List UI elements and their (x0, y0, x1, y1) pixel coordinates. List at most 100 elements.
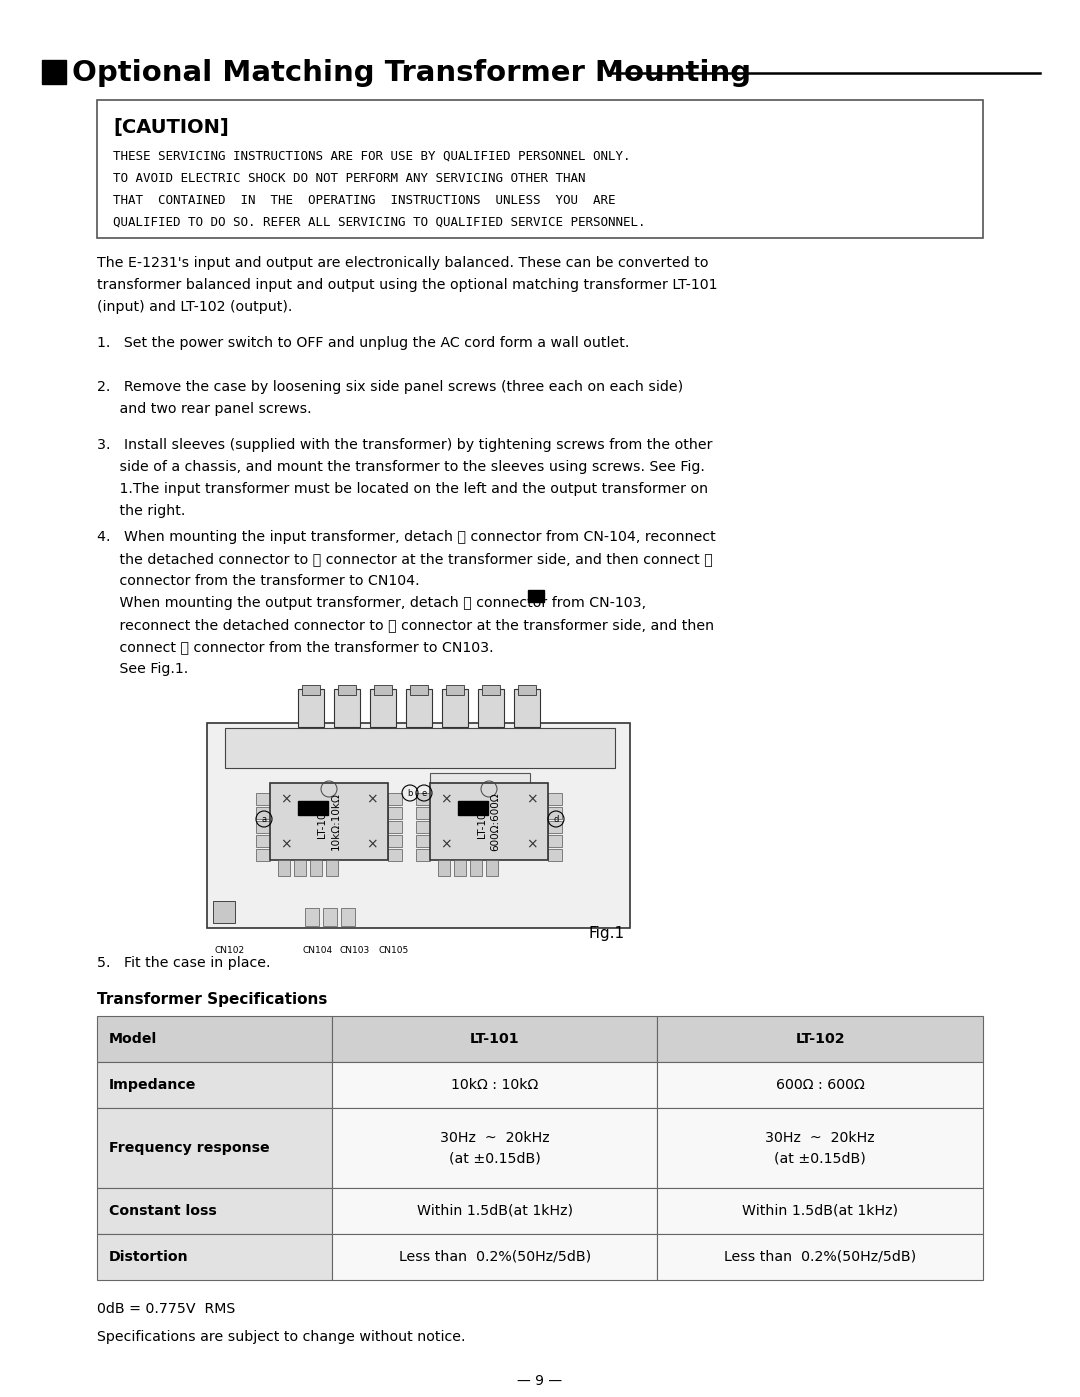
Bar (207, 724, 630, 928)
Text: Specifications are subject to change without notice.: Specifications are subject to change wit… (97, 1330, 465, 1344)
Text: ×: × (441, 792, 451, 806)
Bar (430, 782, 548, 861)
Text: ×: × (366, 792, 378, 806)
Bar (416, 835, 430, 847)
Text: the right.: the right. (97, 504, 186, 518)
Text: Impedance: Impedance (109, 1078, 197, 1092)
Bar (486, 861, 498, 876)
Bar (442, 689, 468, 726)
Bar (470, 861, 482, 876)
Bar (326, 861, 338, 876)
Text: 1.The input transformer must be located on the left and the output transformer o: 1.The input transformer must be located … (97, 482, 708, 496)
Bar (332, 1062, 658, 1108)
Text: [CAUTION]: [CAUTION] (113, 117, 229, 137)
Bar (334, 689, 360, 726)
Bar (97, 1016, 332, 1062)
Bar (458, 800, 488, 814)
Text: LT-102
600Ω:600Ω: LT-102 600Ω:600Ω (477, 792, 501, 851)
Bar (438, 861, 450, 876)
Bar (270, 782, 388, 861)
Bar (658, 1187, 983, 1234)
Text: and two rear panel screws.: and two rear panel screws. (97, 402, 312, 416)
Bar (518, 685, 536, 694)
Bar (256, 835, 270, 847)
Bar (388, 793, 402, 805)
Text: b: b (407, 788, 413, 798)
Bar (478, 689, 504, 726)
Text: Within 1.5dB(at 1kHz): Within 1.5dB(at 1kHz) (417, 1204, 572, 1218)
Text: a: a (261, 814, 267, 823)
Bar (97, 1234, 332, 1280)
Bar (446, 685, 464, 694)
Bar (416, 821, 430, 833)
Bar (294, 861, 306, 876)
Text: CN103: CN103 (340, 946, 370, 956)
Text: 2.   Remove the case by loosening six side panel screws (three each on each side: 2. Remove the case by loosening six side… (97, 380, 684, 394)
Text: CN104: CN104 (302, 946, 333, 956)
Bar (278, 861, 291, 876)
Text: ×: × (526, 792, 538, 806)
Bar (225, 728, 615, 768)
Bar (658, 1234, 983, 1280)
Text: QUALIFIED TO DO SO. REFER ALL SERVICING TO QUALIFIED SERVICE PERSONNEL.: QUALIFIED TO DO SO. REFER ALL SERVICING … (113, 217, 646, 229)
Text: (input) and LT-102 (output).: (input) and LT-102 (output). (97, 300, 293, 314)
Text: 5.   Fit the case in place.: 5. Fit the case in place. (97, 956, 270, 970)
Text: LT-101: LT-101 (470, 1032, 519, 1046)
Text: 0dB = 0.775V  RMS: 0dB = 0.775V RMS (97, 1302, 235, 1316)
Bar (416, 807, 430, 819)
Text: TO AVOID ELECTRIC SHOCK DO NOT PERFORM ANY SERVICING OTHER THAN: TO AVOID ELECTRIC SHOCK DO NOT PERFORM A… (113, 172, 585, 184)
Text: 3.   Install sleeves (supplied with the transformer) by tightening screws from t: 3. Install sleeves (supplied with the tr… (97, 439, 713, 453)
Bar (332, 1187, 658, 1234)
Text: Constant loss: Constant loss (109, 1204, 217, 1218)
Bar (42, 60, 66, 84)
Text: connector from the transformer to CN104.: connector from the transformer to CN104. (97, 574, 420, 588)
Bar (305, 908, 319, 926)
Bar (388, 821, 402, 833)
Bar (430, 773, 530, 819)
Bar (548, 849, 562, 861)
Bar (388, 849, 402, 861)
Bar (388, 807, 402, 819)
Text: the detached connector to Ⓑ connector at the transformer side, and then connect : the detached connector to Ⓑ connector at… (97, 552, 713, 566)
Bar (310, 861, 322, 876)
Text: ×: × (366, 837, 378, 851)
Text: 600Ω : 600Ω: 600Ω : 600Ω (775, 1078, 865, 1092)
Text: connect Ⓕ connector from the transformer to CN103.: connect Ⓕ connector from the transformer… (97, 640, 494, 654)
Text: Within 1.5dB(at 1kHz): Within 1.5dB(at 1kHz) (742, 1204, 899, 1218)
Bar (548, 793, 562, 805)
Bar (256, 821, 270, 833)
Text: side of a chassis, and mount the transformer to the sleeves using screws. See Fi: side of a chassis, and mount the transfo… (97, 460, 705, 474)
Text: See Fig.1.: See Fig.1. (97, 662, 188, 676)
Text: Model: Model (109, 1032, 158, 1046)
Bar (388, 835, 402, 847)
Text: LT-101
10kΩ:10kΩ: LT-101 10kΩ:10kΩ (318, 792, 340, 851)
Bar (370, 689, 396, 726)
Bar (256, 849, 270, 861)
Text: 1.   Set the power switch to OFF and unplug the AC cord form a wall outlet.: 1. Set the power switch to OFF and unplu… (97, 337, 630, 351)
Bar (548, 821, 562, 833)
Bar (97, 1062, 332, 1108)
Bar (341, 908, 355, 926)
Text: 4.   When mounting the input transformer, detach Ⓐ connector from CN-104, reconn: 4. When mounting the input transformer, … (97, 529, 716, 543)
Text: reconnect the detached connector to Ⓔ connector at the transformer side, and the: reconnect the detached connector to Ⓔ co… (97, 617, 714, 631)
Text: 10kΩ : 10kΩ: 10kΩ : 10kΩ (451, 1078, 538, 1092)
Text: When mounting the output transformer, detach Ⓓ connector from CN-103,: When mounting the output transformer, de… (97, 597, 646, 610)
Bar (410, 685, 428, 694)
Bar (332, 1234, 658, 1280)
Text: Transformer Specifications: Transformer Specifications (97, 992, 327, 1007)
Bar (298, 689, 324, 726)
Bar (323, 908, 337, 926)
Text: Frequency response: Frequency response (109, 1141, 270, 1155)
Text: ×: × (441, 837, 451, 851)
Bar (374, 685, 392, 694)
Bar (97, 101, 983, 237)
Text: Distortion: Distortion (109, 1250, 189, 1264)
Bar (482, 685, 500, 694)
Text: LT-102: LT-102 (795, 1032, 845, 1046)
Text: — 9 —: — 9 — (517, 1375, 563, 1389)
Bar (528, 590, 544, 602)
Bar (548, 835, 562, 847)
Text: ×: × (280, 837, 292, 851)
Bar (332, 1016, 658, 1062)
Bar (256, 807, 270, 819)
